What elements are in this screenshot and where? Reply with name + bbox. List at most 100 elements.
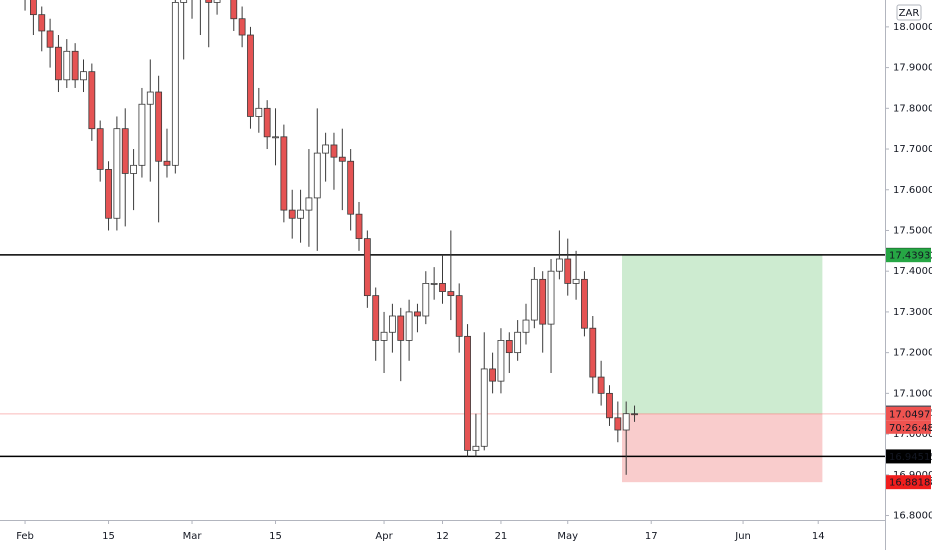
candle-body <box>38 14 46 32</box>
candle-body <box>505 340 513 354</box>
candle-body <box>180 0 188 3</box>
candle-body <box>55 46 62 81</box>
x-tick-label: Feb <box>16 531 34 542</box>
candle-body <box>564 258 572 284</box>
target-label-box <box>886 248 931 263</box>
loss-zone <box>622 413 823 483</box>
y-tick-label: 17.60000 <box>893 185 932 196</box>
candle-body <box>530 278 538 321</box>
candle-body <box>589 327 597 378</box>
x-tick-label: Mar <box>183 531 203 542</box>
candle-body <box>96 128 104 170</box>
candle-body <box>422 283 430 317</box>
x-tick-label: 17 <box>645 531 658 542</box>
candle-body <box>380 331 388 341</box>
x-tick-label: Jun <box>734 531 751 542</box>
candle-body <box>414 311 421 317</box>
candle-body <box>430 283 438 285</box>
x-tick-label: 14 <box>812 531 825 542</box>
candle-body <box>138 103 146 166</box>
candle-body <box>631 413 638 416</box>
candle-body <box>547 270 555 325</box>
entry-label-box <box>886 406 931 421</box>
candle-body <box>247 34 254 117</box>
candle-body <box>330 144 338 158</box>
candle-body <box>113 128 121 219</box>
candle-body <box>572 278 580 284</box>
candle-body <box>171 2 179 166</box>
candle-body <box>555 258 563 272</box>
candle-body <box>439 283 446 292</box>
currency-label: ZAR <box>899 8 920 19</box>
candle-body <box>614 417 622 431</box>
y-tick-label: 17.10000 <box>893 388 932 399</box>
candle-body <box>606 392 613 419</box>
candle-body <box>230 0 238 20</box>
candle-body <box>539 278 547 325</box>
candle-body <box>322 144 330 154</box>
target-label: 17.43932 <box>889 251 932 262</box>
candle-body <box>238 18 246 36</box>
stop-label-box <box>886 475 931 490</box>
y-tick-label: 17.50000 <box>893 225 932 236</box>
candle-body <box>347 160 355 215</box>
candle-body <box>163 160 171 166</box>
candle-body <box>522 319 530 333</box>
profit-zone <box>622 255 823 414</box>
candle-body <box>105 168 112 219</box>
candle-body <box>472 445 480 451</box>
candle-body <box>288 209 296 219</box>
candle-body <box>305 197 313 211</box>
countdown: 70:26:48 <box>889 423 932 434</box>
candle-body <box>63 50 71 81</box>
candle-body <box>622 413 630 431</box>
candle-body <box>514 331 522 354</box>
candle-body <box>121 128 129 174</box>
candle-body <box>497 340 505 382</box>
candle-body <box>455 295 463 337</box>
candle-body <box>88 71 96 130</box>
candle-body <box>29 0 37 16</box>
countdown-box <box>886 420 931 434</box>
candle-body <box>146 91 154 105</box>
candle-body <box>363 238 371 297</box>
candle-body <box>389 315 396 333</box>
x-tick-label: 15 <box>269 531 282 542</box>
level-label: 16.94515 <box>889 452 932 463</box>
x-tick-label: Apr <box>375 531 393 542</box>
y-tick-label: 17.00000 <box>893 429 932 440</box>
candle-body <box>405 311 413 341</box>
candle-body <box>297 209 304 219</box>
currency-box <box>896 4 922 21</box>
y-tick-label: 17.40000 <box>893 266 932 277</box>
y-tick-label: 17.80000 <box>893 103 932 114</box>
candle-body <box>489 368 496 382</box>
candle-body <box>280 136 288 211</box>
candle-body <box>464 335 471 451</box>
x-tick-label: 21 <box>495 531 508 542</box>
y-tick-label: 17.90000 <box>893 63 932 74</box>
y-tick-label: 16.80000 <box>893 511 932 522</box>
candle-body <box>213 0 221 3</box>
x-tick-label: 12 <box>436 531 449 542</box>
candle-body <box>155 91 163 162</box>
x-tick-label: 15 <box>102 531 115 542</box>
candle-body <box>205 0 213 3</box>
candle-body <box>355 213 363 240</box>
candle-body <box>272 136 279 139</box>
candle-body <box>71 50 79 81</box>
candle-body <box>313 152 321 199</box>
y-tick-label: 17.30000 <box>893 307 932 318</box>
candle-body <box>338 156 346 162</box>
stop-label: 16.88188 <box>889 478 932 489</box>
x-tick-label: May <box>557 531 578 542</box>
candle-body <box>80 71 87 81</box>
candle-body <box>447 291 455 297</box>
candle-body <box>597 376 605 394</box>
candle-body <box>372 295 380 341</box>
y-tick-label: 17.70000 <box>893 144 932 155</box>
y-tick-label: 17.20000 <box>893 348 932 359</box>
candle-body <box>46 30 54 48</box>
entry-label: 17.04977 <box>889 409 932 420</box>
